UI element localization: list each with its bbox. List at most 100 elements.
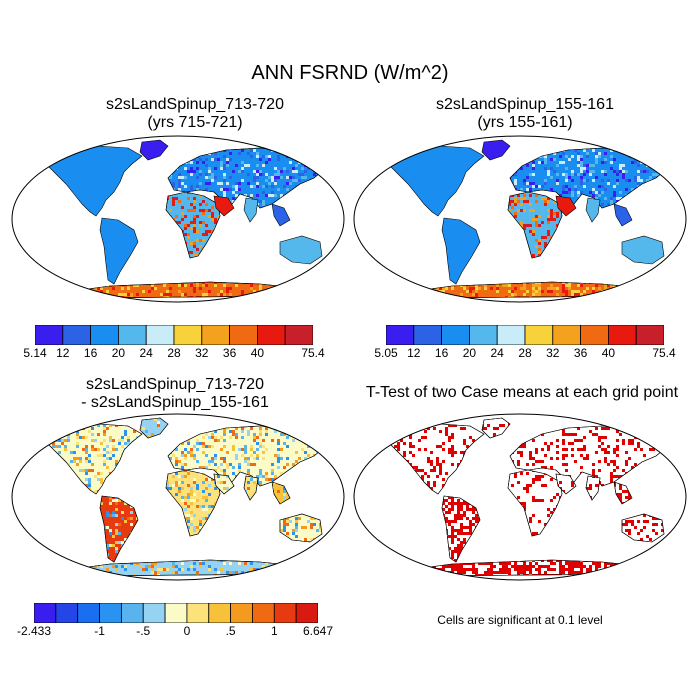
colorbar-tick-label: 24 [491, 346, 504, 360]
continent-arabia [213, 195, 235, 217]
panel-case1-title-line1: s2sLandSpinup_713-720 [40, 96, 350, 114]
panel-diff-title-line1: s2sLandSpinup_713-720 [20, 376, 330, 394]
map-case2 [353, 135, 687, 303]
map-diff [11, 413, 345, 581]
colorbar-swatch [164, 603, 188, 623]
panel-case2-title: s2sLandSpinup_155-161 (yrs 155-161) [370, 96, 680, 132]
colorbar-swatch [173, 325, 203, 345]
colorbar-swatch [77, 603, 100, 623]
colorbar-tick-label: 75.4 [652, 346, 675, 360]
map-border [353, 135, 687, 303]
colorbar-tick-label: 6.647 [303, 624, 333, 638]
colorbar-tick-label: 12 [407, 346, 420, 360]
colorbar-swatch [496, 325, 526, 345]
colorbar-tick-label: 5.05 [374, 346, 397, 360]
colorbar-tick-label: 75.4 [301, 346, 324, 360]
colorbar-swatch [142, 603, 166, 623]
colorbar-swatch [118, 325, 147, 345]
colorbar-tick-label: 40 [251, 346, 264, 360]
colorbar-swatch [90, 325, 119, 345]
continent-northAmerica [47, 145, 143, 217]
colorbar-swatch [230, 603, 253, 623]
colorbar-swatch [580, 325, 609, 345]
colorbar-tick-label: 20 [112, 346, 125, 360]
continent-seAsia [613, 203, 633, 227]
colorbar-swatch [295, 603, 318, 623]
colorbar-tick-label: -.5 [136, 624, 150, 638]
colorbar-swatch [635, 325, 664, 345]
colorbar-tick-label: 24 [140, 346, 153, 360]
colorbar-swatch [201, 325, 231, 345]
colorbar-swatch [413, 325, 442, 345]
colorbar-swatch [208, 603, 232, 623]
colorbar-diff-labels: -2.433 -1 -.5 0 .5 1 6.647 [17, 624, 333, 640]
colorbar-swatch [55, 603, 79, 623]
continent-southAmerica [99, 217, 139, 285]
colorbar-tick-label: 36 [574, 346, 587, 360]
panel-case2-title-line2: (yrs 155-161) [370, 114, 680, 132]
continent-seAsia [271, 203, 291, 227]
continent-australia [621, 235, 665, 265]
colorbar-tick-label: 32 [546, 346, 559, 360]
map-border [11, 413, 345, 581]
panel-diff-title: s2sLandSpinup_713-720 - s2sLandSpinup_15… [20, 376, 330, 412]
continent-india [585, 197, 601, 223]
colorbar-case1 [35, 325, 313, 345]
colorbar-swatch [524, 325, 554, 345]
colorbar-tick-label: 32 [195, 346, 208, 360]
colorbar-diff [34, 603, 318, 623]
panel-diff-title-line2: - s2sLandSpinup_155-161 [20, 394, 330, 412]
colorbar-tick-label: 0 [184, 624, 191, 638]
colorbar-tick-label: 1 [271, 624, 278, 638]
colorbar-swatch [99, 603, 122, 623]
colorbar-tick-label: 12 [56, 346, 69, 360]
panel-case1-title-line2: (yrs 715-721) [40, 114, 350, 132]
continent-northAmerica [389, 145, 485, 217]
colorbar-tick-label: -2.433 [17, 624, 51, 638]
colorbar-case2-labels: 5.05 12 16 20 24 28 32 36 40 75.4 [374, 346, 675, 362]
colorbar-tick-label: 28 [167, 346, 180, 360]
colorbar-swatch [120, 603, 144, 623]
colorbar-swatch [386, 325, 415, 345]
colorbar-case1-labels: 5.14 12 16 20 24 28 32 36 40 75.4 [23, 346, 324, 362]
colorbar-tick-label: .5 [226, 624, 236, 638]
map-case1 [11, 135, 345, 303]
colorbar-swatch [256, 325, 286, 345]
colorbar-swatch [469, 325, 498, 345]
colorbar-tick-label: 16 [84, 346, 97, 360]
colorbar-swatch [441, 325, 470, 345]
panel-case1-title: s2sLandSpinup_713-720 (yrs 715-721) [40, 96, 350, 132]
colorbar-swatch [252, 603, 275, 623]
map-border [11, 135, 345, 303]
colorbar-swatch [34, 603, 57, 623]
panel-ttest-title: T-Test of two Case means at each grid po… [352, 384, 692, 402]
colorbar-tick-label: 36 [223, 346, 236, 360]
colorbar-tick-label: 40 [602, 346, 615, 360]
colorbar-swatch [229, 325, 258, 345]
colorbar-swatch [62, 325, 91, 345]
figure-title: ANN FSRND (W/m^2) [0, 62, 700, 85]
map-ttest [353, 413, 687, 581]
colorbar-swatch [273, 603, 297, 623]
colorbar-tick-label: 16 [435, 346, 448, 360]
map-border [353, 413, 687, 581]
continent-greenland [481, 139, 511, 161]
continent-southAmerica [441, 217, 481, 285]
continent-australia [279, 235, 323, 265]
colorbar-swatch [607, 325, 637, 345]
colorbar-tick-label: 5.14 [23, 346, 46, 360]
continent-india [243, 197, 259, 223]
significance-note: Cells are significant at 0.1 level [380, 613, 660, 627]
panel-case2-title-line1: s2sLandSpinup_155-161 [370, 96, 680, 114]
colorbar-swatch [284, 325, 313, 345]
colorbar-case2 [386, 325, 664, 345]
colorbar-tick-label: -1 [94, 624, 105, 638]
colorbar-tick-label: 28 [518, 346, 531, 360]
continent-greenland [139, 139, 169, 161]
colorbar-swatch [186, 603, 210, 623]
colorbar-tick-label: 20 [463, 346, 476, 360]
colorbar-swatch [145, 325, 175, 345]
colorbar-swatch [35, 325, 64, 345]
continent-arabia [555, 195, 577, 217]
colorbar-swatch [552, 325, 582, 345]
